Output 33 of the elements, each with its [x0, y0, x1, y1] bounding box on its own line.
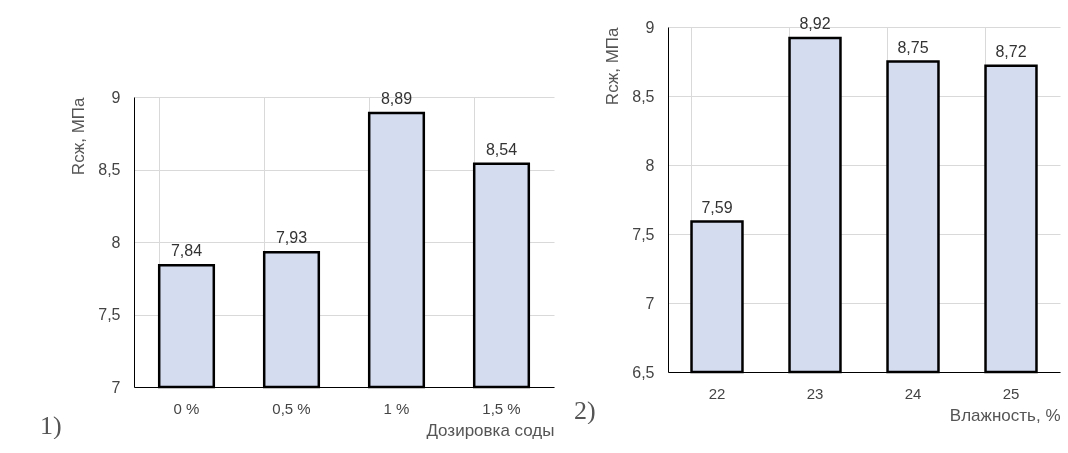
y-tick-label: 7: [111, 378, 121, 396]
data-label: 8,72: [995, 42, 1027, 60]
x-tick-label: 1 %: [383, 399, 410, 417]
y-tick-label: 8,5: [632, 87, 655, 105]
x-tick-label: 0,5 %: [272, 399, 311, 417]
y-tick-label: 8: [645, 156, 655, 174]
data-label: 8,75: [897, 38, 929, 56]
x-tick-label: 24: [904, 384, 922, 402]
x-tick-label: 25: [1002, 384, 1020, 402]
y-tick-label: 7: [645, 294, 655, 312]
x-tick-label: 1,5 %: [482, 399, 521, 417]
x-tick-label: 0 %: [173, 399, 200, 417]
x-axis-title: Влажность, %: [949, 405, 1061, 425]
x-tick-label: 22: [708, 384, 726, 402]
data-label: 7,84: [170, 242, 203, 260]
x-tick-label: 23: [806, 384, 824, 402]
y-tick-label: 7,5: [632, 225, 655, 243]
data-label: 7,93: [275, 229, 308, 247]
y-tick-label: 9: [111, 88, 121, 106]
y-axis-title: Rсж, МПа: [603, 26, 623, 106]
data-label: 7,59: [701, 198, 733, 216]
data-label: 8,92: [799, 15, 831, 33]
data-label: 8,54: [485, 140, 518, 158]
y-tick-label: 9: [645, 18, 655, 36]
x-axis-title: Дозировка соды: [426, 420, 555, 440]
y-axis-title: Rсж, МПа: [69, 96, 89, 176]
y-tick-label: 8: [111, 233, 121, 251]
y-tick-label: 8,5: [98, 161, 121, 178]
y-tick-label: 7,5: [98, 306, 121, 323]
text: 2): [574, 396, 596, 425]
data-label: 8,89: [380, 89, 413, 107]
text: 1): [40, 411, 62, 440]
y-tick-label: 6,5: [632, 363, 655, 381]
